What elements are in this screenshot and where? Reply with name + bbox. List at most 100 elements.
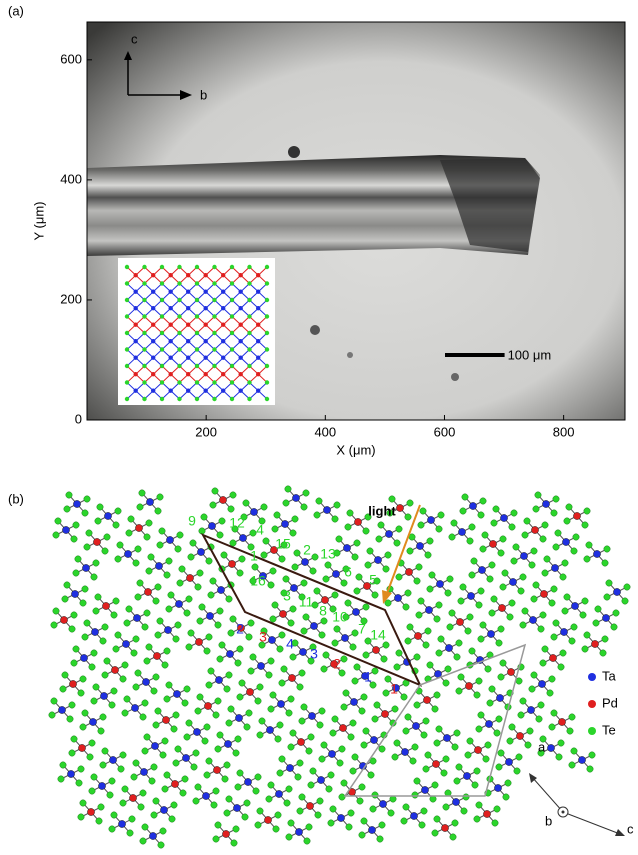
te-atom bbox=[436, 726, 442, 732]
te-atom bbox=[133, 760, 139, 766]
te-atom bbox=[142, 624, 148, 630]
metal-atom bbox=[164, 626, 171, 633]
te-atom bbox=[394, 740, 400, 746]
te-atom bbox=[230, 492, 236, 498]
pd-label: 1 bbox=[390, 681, 398, 697]
te-atom bbox=[416, 564, 422, 570]
te-atom bbox=[456, 688, 462, 694]
te-atom bbox=[243, 500, 249, 506]
te-atom bbox=[317, 798, 323, 804]
te-atom bbox=[454, 730, 460, 736]
te-atom bbox=[226, 796, 232, 802]
te-atom bbox=[600, 650, 606, 656]
te-atom bbox=[153, 598, 159, 604]
te-atom bbox=[582, 646, 588, 652]
te-atom bbox=[102, 624, 108, 630]
te-atom bbox=[529, 686, 535, 692]
te-atom bbox=[268, 706, 274, 712]
metal-atom bbox=[277, 700, 284, 707]
metal-atom bbox=[134, 339, 138, 343]
te-atom bbox=[447, 624, 453, 630]
te-atom bbox=[84, 496, 90, 502]
te-atom bbox=[564, 594, 570, 600]
te-atom bbox=[265, 265, 269, 269]
te-atom bbox=[436, 526, 442, 532]
te-atom bbox=[125, 397, 129, 401]
pd-label: 2 bbox=[333, 656, 341, 672]
te-atom bbox=[235, 736, 241, 742]
te-atom bbox=[622, 598, 628, 604]
te-atom bbox=[195, 298, 199, 302]
te-atom bbox=[434, 816, 440, 822]
te-atom bbox=[71, 612, 77, 618]
te-atom bbox=[436, 602, 442, 608]
te-atom bbox=[204, 648, 210, 654]
te-atom bbox=[343, 690, 349, 696]
metal-atom bbox=[301, 558, 308, 565]
te-atom bbox=[228, 706, 234, 712]
te-atom bbox=[438, 636, 444, 642]
te-atom bbox=[388, 810, 394, 816]
metal-atom bbox=[310, 622, 317, 629]
te-atom bbox=[142, 331, 146, 335]
te-atom bbox=[352, 554, 358, 560]
te-atom bbox=[102, 672, 108, 678]
te-atom bbox=[160, 380, 164, 384]
metal-atom bbox=[341, 634, 348, 641]
te-atom bbox=[308, 782, 314, 788]
te-atom bbox=[169, 816, 175, 822]
metal-atom bbox=[244, 778, 251, 785]
metal-atom bbox=[256, 273, 260, 277]
te-atom bbox=[217, 608, 223, 614]
te-atom bbox=[265, 347, 269, 351]
metal-atom bbox=[193, 728, 200, 735]
te-atom bbox=[606, 580, 612, 586]
te-atom bbox=[244, 724, 250, 730]
te-atom bbox=[562, 560, 568, 566]
metal-atom bbox=[129, 794, 136, 801]
te-atom bbox=[429, 572, 435, 578]
metal-atom bbox=[379, 800, 386, 807]
te-atom bbox=[303, 614, 309, 620]
te-atom bbox=[230, 314, 234, 318]
metal-atom bbox=[221, 290, 225, 294]
te-atom bbox=[352, 678, 358, 684]
te-atom bbox=[125, 281, 129, 285]
te-atom bbox=[507, 614, 513, 620]
x-tick-label: 800 bbox=[553, 424, 575, 439]
te-atom bbox=[569, 638, 575, 644]
te-atom bbox=[89, 740, 95, 746]
te-atom bbox=[450, 834, 456, 840]
metal-atom bbox=[239, 290, 243, 294]
te-atom bbox=[487, 700, 493, 706]
te-atom bbox=[500, 584, 506, 590]
te-atom bbox=[489, 610, 495, 616]
te-atom bbox=[228, 506, 234, 512]
te-atom bbox=[485, 742, 491, 748]
metal-atom bbox=[239, 273, 243, 277]
te-atom bbox=[80, 600, 86, 606]
te-atom bbox=[206, 634, 212, 640]
te-atom bbox=[511, 510, 517, 516]
te-atom bbox=[250, 654, 256, 660]
te-atom bbox=[75, 556, 81, 562]
te-atom bbox=[436, 650, 442, 656]
te-atom bbox=[461, 808, 467, 814]
te-atom bbox=[456, 640, 462, 646]
inset-lattice bbox=[125, 265, 269, 401]
te-atom bbox=[177, 347, 181, 351]
te-atom bbox=[265, 331, 269, 335]
te-atom bbox=[478, 512, 484, 518]
te-atom bbox=[175, 746, 181, 752]
te-atom bbox=[197, 618, 203, 624]
metal-atom bbox=[71, 590, 78, 597]
te-atom bbox=[120, 752, 126, 758]
te-atom bbox=[403, 728, 409, 734]
te-label: 11 bbox=[299, 594, 314, 610]
metal-atom bbox=[500, 514, 507, 521]
te-atom bbox=[247, 265, 251, 269]
te-atom bbox=[281, 666, 287, 672]
metal-atom bbox=[299, 648, 306, 655]
te-atom bbox=[160, 314, 164, 318]
te-atom bbox=[158, 842, 164, 848]
